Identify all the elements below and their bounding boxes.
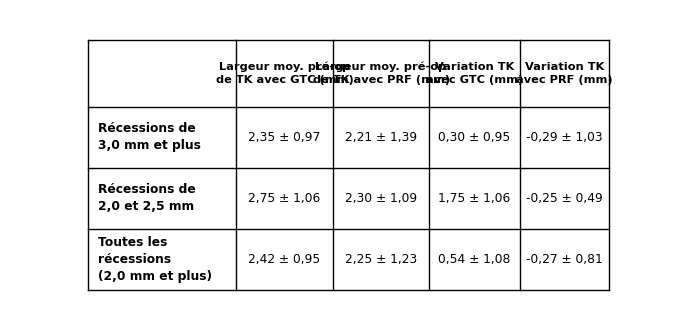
Text: Largeur moy. pré-op
de TK avec PRF (mm): Largeur moy. pré-op de TK avec PRF (mm)	[313, 62, 449, 85]
Text: Récessions de
2,0 et 2,5 mm: Récessions de 2,0 et 2,5 mm	[98, 183, 196, 213]
Text: 0,30 ± 0,95: 0,30 ± 0,95	[439, 130, 511, 144]
Text: 2,42 ± 0,95: 2,42 ± 0,95	[248, 253, 321, 266]
Text: 2,35 ± 0,97: 2,35 ± 0,97	[248, 130, 321, 144]
Text: Toutes les
récessions
(2,0 mm et plus): Toutes les récessions (2,0 mm et plus)	[98, 236, 212, 283]
Text: Variation TK
avec GTC (mm): Variation TK avec GTC (mm)	[426, 62, 523, 85]
Text: Variation TK
avec PRF (mm): Variation TK avec PRF (mm)	[516, 62, 613, 85]
Text: 1,75 ± 1,06: 1,75 ± 1,06	[439, 192, 511, 205]
Text: 0,54 ± 1,08: 0,54 ± 1,08	[439, 253, 511, 266]
Text: 2,21 ± 1,39: 2,21 ± 1,39	[345, 130, 417, 144]
Text: Largeur moy. pré-op
de TK avec GTC (mm): Largeur moy. pré-op de TK avec GTC (mm)	[216, 62, 354, 85]
Text: -0,25 ± 0,49: -0,25 ± 0,49	[526, 192, 603, 205]
Text: -0,27 ± 0,81: -0,27 ± 0,81	[526, 253, 603, 266]
Text: -0,29 ± 1,03: -0,29 ± 1,03	[526, 130, 602, 144]
Text: 2,75 ± 1,06: 2,75 ± 1,06	[248, 192, 321, 205]
Text: 2,30 ± 1,09: 2,30 ± 1,09	[345, 192, 417, 205]
Text: Récessions de
3,0 mm et plus: Récessions de 3,0 mm et plus	[98, 122, 201, 152]
Text: 2,25 ± 1,23: 2,25 ± 1,23	[345, 253, 418, 266]
